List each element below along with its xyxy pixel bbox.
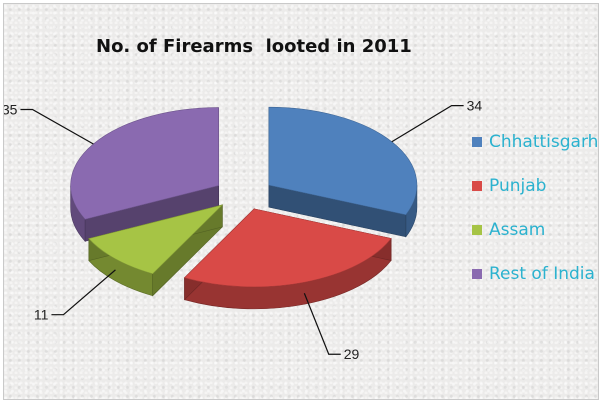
legend: Chhattisgarh Punjab Assam Rest of India (472, 131, 598, 307)
leader-line-punjab (303, 293, 341, 355)
pie-slice-top (268, 106, 418, 216)
pie-slice-rest-of-india (70, 107, 219, 243)
leader-line-assam (51, 269, 116, 316)
leader-line-rest-of-india (20, 108, 94, 145)
pie-slice-chhattisgarh (268, 106, 418, 238)
legend-swatch (472, 181, 482, 191)
data-label-chhattisgarh: 34 (467, 98, 483, 114)
legend-label: Rest of India (489, 264, 595, 284)
pie-slices (70, 106, 418, 310)
legend-item-chhattisgarh: Chhattisgarh (472, 131, 598, 153)
legend-swatch (472, 137, 482, 147)
leader-lines (20, 105, 464, 355)
legend-swatch (472, 225, 482, 235)
data-label-punjab: 29 (344, 346, 360, 362)
pie-slice-assam (88, 204, 224, 297)
data-label-assam: 11 (34, 307, 49, 323)
data-labels: 34 29 11 35 (4, 98, 482, 363)
legend-item-punjab: Punjab (472, 175, 598, 197)
legend-label: Punjab (489, 176, 547, 196)
legend-swatch (472, 269, 482, 279)
pie-slice-top (88, 204, 224, 275)
chart-title: No. of Firearms looted in 2011 (96, 36, 412, 57)
legend-label: Chhattisgarh (489, 132, 599, 152)
legend-item-assam: Assam (472, 219, 598, 241)
legend-item-rest-of-india: Rest of India (472, 263, 598, 285)
pie-slice-top (183, 208, 392, 288)
pie-slice-punjab (183, 208, 392, 310)
data-label-rest-of-india: 35 (4, 101, 18, 117)
legend-label: Assam (489, 220, 546, 240)
leader-line-chhattisgarh (391, 105, 464, 143)
chart-area: No. of Firearms looted in 2011 34291135 … (3, 3, 599, 400)
pie-chart: 34 29 11 35 (4, 98, 482, 363)
